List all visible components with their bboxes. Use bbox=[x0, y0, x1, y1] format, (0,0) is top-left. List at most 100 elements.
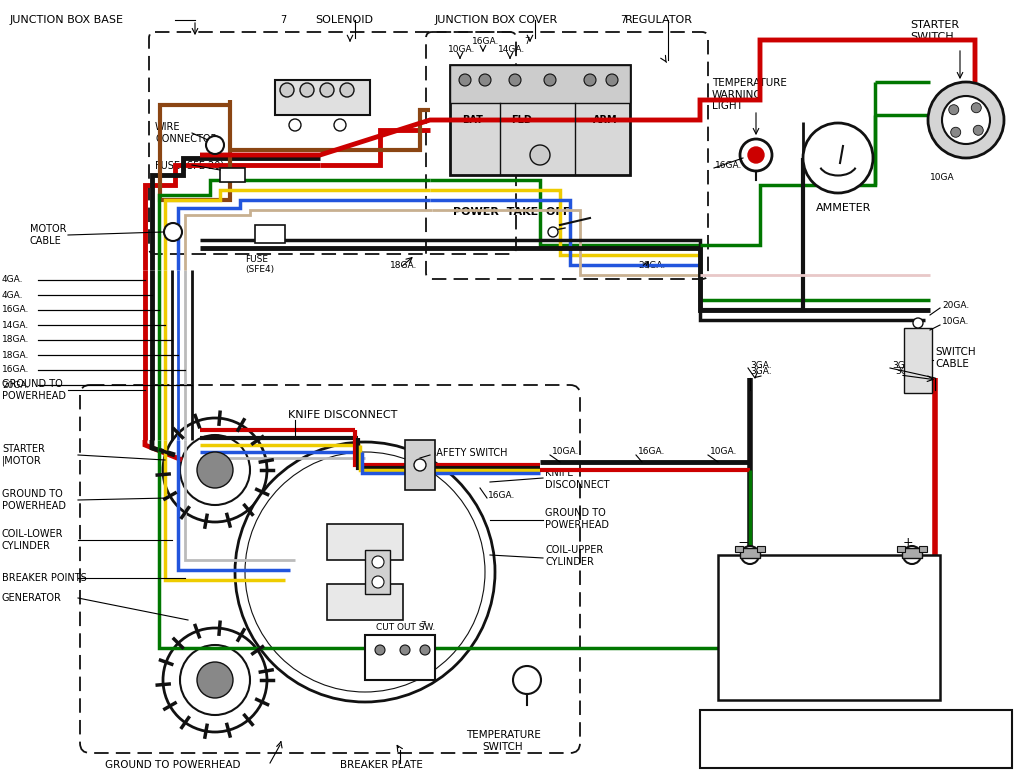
Text: 10GA.: 10GA. bbox=[942, 317, 970, 327]
Text: 7: 7 bbox=[280, 15, 287, 25]
Circle shape bbox=[234, 442, 495, 702]
Bar bbox=[450, 65, 630, 175]
Circle shape bbox=[180, 645, 250, 715]
Text: 10GA.: 10GA. bbox=[552, 448, 580, 456]
Text: 4GA.: 4GA. bbox=[2, 290, 24, 300]
Text: BAT: BAT bbox=[840, 165, 856, 175]
Text: 16GA.: 16GA. bbox=[715, 161, 742, 169]
Circle shape bbox=[748, 147, 764, 163]
Text: AMMETER: AMMETER bbox=[816, 203, 871, 213]
Circle shape bbox=[372, 556, 384, 568]
Text: 20GA.: 20GA. bbox=[638, 261, 666, 269]
Bar bbox=[718, 555, 940, 700]
Text: 3GA.: 3GA. bbox=[892, 361, 913, 369]
Bar bbox=[327, 584, 403, 620]
Text: GROUND TO POWERHEAD: GROUND TO POWERHEAD bbox=[105, 760, 241, 770]
Text: FLD: FLD bbox=[512, 115, 532, 125]
Text: 40 H.P. LARK WIRING: 40 H.P. LARK WIRING bbox=[782, 722, 930, 735]
Circle shape bbox=[163, 418, 267, 522]
Bar bbox=[757, 546, 765, 552]
Bar bbox=[740, 548, 760, 558]
Circle shape bbox=[420, 645, 430, 655]
Text: POWER  TAKE  OFF: POWER TAKE OFF bbox=[453, 207, 570, 217]
Text: 3GA.: 3GA. bbox=[750, 368, 772, 376]
Text: KNIFE DISCONNECT: KNIFE DISCONNECT bbox=[288, 410, 397, 420]
Text: 16GA.: 16GA. bbox=[472, 37, 500, 47]
Text: SOLENOID: SOLENOID bbox=[315, 15, 373, 25]
Text: GENERATOR: GENERATOR bbox=[2, 593, 61, 603]
Circle shape bbox=[334, 119, 346, 131]
Circle shape bbox=[400, 645, 410, 655]
Circle shape bbox=[606, 74, 618, 86]
Text: —: — bbox=[738, 536, 752, 549]
Text: 7: 7 bbox=[620, 15, 627, 25]
Bar bbox=[365, 635, 435, 680]
Bar bbox=[450, 65, 630, 103]
Text: CUT OUT SW.: CUT OUT SW. bbox=[376, 623, 435, 632]
Text: GEN: GEN bbox=[824, 148, 842, 158]
Text: FUSE (SFE 20): FUSE (SFE 20) bbox=[155, 160, 224, 170]
Circle shape bbox=[180, 435, 250, 505]
Bar bbox=[904, 328, 932, 393]
Circle shape bbox=[245, 452, 485, 692]
Text: BREAKER POINTS: BREAKER POINTS bbox=[2, 573, 87, 583]
Text: 14GA.: 14GA. bbox=[2, 320, 30, 330]
Bar bbox=[735, 546, 743, 552]
Circle shape bbox=[928, 82, 1004, 158]
Circle shape bbox=[289, 119, 301, 131]
Circle shape bbox=[950, 127, 961, 137]
Bar bbox=[406, 440, 435, 490]
Circle shape bbox=[372, 576, 384, 588]
Text: 10GA.: 10GA. bbox=[449, 46, 475, 54]
Text: 18GA.: 18GA. bbox=[390, 261, 418, 269]
Circle shape bbox=[197, 452, 233, 488]
Text: 10GA: 10GA bbox=[930, 174, 954, 182]
Text: 3GA.: 3GA. bbox=[750, 361, 772, 369]
Text: 20GA.: 20GA. bbox=[2, 380, 30, 390]
Text: KNIFE
DISCONNECT: KNIFE DISCONNECT bbox=[545, 468, 609, 490]
Text: 7: 7 bbox=[524, 37, 529, 47]
Text: 18GA.: 18GA. bbox=[2, 335, 30, 345]
Circle shape bbox=[206, 136, 224, 154]
Circle shape bbox=[544, 74, 556, 86]
Circle shape bbox=[479, 74, 490, 86]
Text: TEMPERATURE
SWITCH: TEMPERATURE SWITCH bbox=[466, 730, 541, 752]
Text: 16GA.: 16GA. bbox=[2, 365, 30, 375]
Text: REGULATOR: REGULATOR bbox=[625, 15, 693, 25]
Bar bbox=[700, 710, 1012, 768]
Circle shape bbox=[340, 83, 354, 97]
Text: JUNCTION BOX BASE: JUNCTION BOX BASE bbox=[10, 15, 124, 25]
Text: MOTOR
CABLE: MOTOR CABLE bbox=[30, 224, 67, 246]
Text: BAT: BAT bbox=[462, 115, 483, 125]
Circle shape bbox=[319, 83, 334, 97]
Text: ARM: ARM bbox=[593, 115, 617, 125]
Bar bbox=[255, 225, 285, 243]
Text: COIL-LOWER
CYLINDER: COIL-LOWER CYLINDER bbox=[2, 529, 63, 551]
Circle shape bbox=[414, 459, 426, 471]
Circle shape bbox=[913, 318, 923, 328]
Bar bbox=[365, 550, 390, 594]
Text: COIL-UPPER
CYLINDER: COIL-UPPER CYLINDER bbox=[545, 545, 603, 566]
Circle shape bbox=[740, 139, 772, 171]
Text: JUNCTION BOX COVER: JUNCTION BOX COVER bbox=[435, 15, 558, 25]
Text: FUSE
(SFE4): FUSE (SFE4) bbox=[245, 255, 274, 275]
Text: 14GA.: 14GA. bbox=[498, 46, 525, 54]
Circle shape bbox=[741, 546, 759, 564]
Bar bbox=[220, 168, 245, 182]
Text: 16GA.: 16GA. bbox=[2, 306, 30, 314]
Text: WIRE
CONNECTOR: WIRE CONNECTOR bbox=[155, 122, 217, 144]
Circle shape bbox=[300, 83, 314, 97]
Circle shape bbox=[197, 662, 233, 698]
Circle shape bbox=[163, 628, 267, 732]
Text: GROUND TO
POWERHEAD: GROUND TO POWERHEAD bbox=[545, 508, 609, 529]
Text: 10GA.: 10GA. bbox=[710, 448, 737, 456]
Text: 4GA.: 4GA. bbox=[2, 275, 24, 285]
Text: SWITCH
CABLE: SWITCH CABLE bbox=[935, 347, 976, 369]
Circle shape bbox=[548, 227, 558, 237]
Bar bbox=[897, 546, 905, 552]
Circle shape bbox=[164, 223, 182, 241]
Text: 7: 7 bbox=[420, 622, 425, 630]
Circle shape bbox=[459, 74, 471, 86]
Circle shape bbox=[584, 74, 596, 86]
Circle shape bbox=[972, 102, 981, 113]
